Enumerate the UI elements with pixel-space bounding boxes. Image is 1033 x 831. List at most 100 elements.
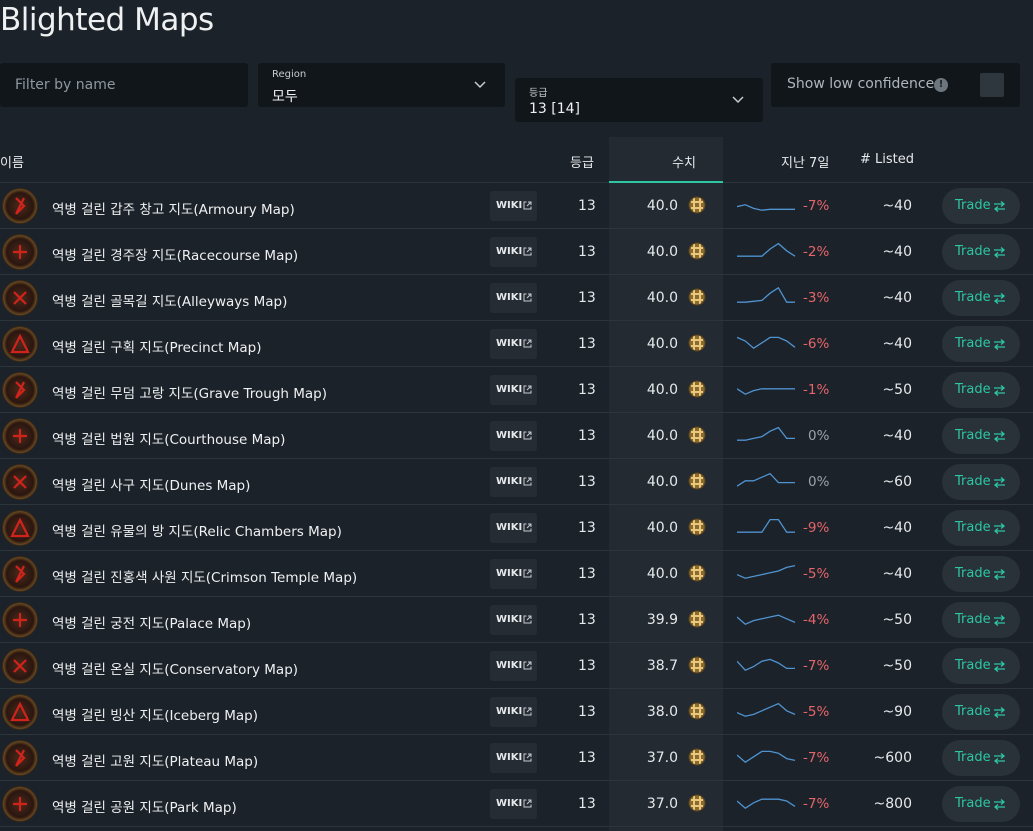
map-name[interactable]: 역병 걸린 무덤 고랑 지도(Grave Trough Map) xyxy=(52,386,328,402)
map-name[interactable]: 역병 걸린 궁전 지도(Palace Map) xyxy=(52,616,252,632)
table-row[interactable]: 역병 걸린 경주장 지도(Racecourse Map) WIKI 13 40.0 -2… xyxy=(0,229,1033,275)
wiki-link-button[interactable]: WIKI xyxy=(490,651,537,681)
map-name[interactable]: 역병 걸린 고원 지도(Plateau Map) xyxy=(52,754,259,770)
trade-button[interactable]: Trade xyxy=(942,510,1020,546)
table-row[interactable]: 역병 걸린 빙산 지도(Iceberg Map) WIKI 13 38.0 -5% ~90… xyxy=(0,689,1033,735)
wiki-link-button[interactable]: WIKI xyxy=(490,329,537,359)
trade-button[interactable]: Trade xyxy=(942,418,1020,454)
table-row[interactable]: 역병 걸린 무덤 고랑 지도(Grave Trough Map) WIKI 13 40… xyxy=(0,367,1033,413)
tier-value: 13 xyxy=(578,290,596,306)
trade-button[interactable]: Trade xyxy=(942,740,1020,776)
trade-label: Trade xyxy=(955,612,991,627)
map-name[interactable]: 역병 걸린 갑주 창고 지도(Armoury Map) xyxy=(52,202,295,218)
wiki-link-button[interactable]: WIKI xyxy=(490,697,537,727)
table-row[interactable]: 역병 걸린 구획 지도(Precinct Map) WIKI 13 40.0 -6% ~4… xyxy=(0,321,1033,367)
tier-value: 13 xyxy=(578,704,596,720)
blighted-map-icon xyxy=(3,235,37,269)
map-name[interactable]: 역병 걸린 경주장 지도(Racecourse Map) xyxy=(52,248,299,264)
map-name[interactable]: 역병 걸린 공원 지도(Park Map) xyxy=(52,800,237,816)
map-name[interactable]: 역병 걸린 진홍색 사원 지도(Crimson Temple Map) xyxy=(52,570,358,586)
price-change: -1% xyxy=(803,382,830,398)
tier-select[interactable]: 등급 13 [14] xyxy=(515,78,763,122)
price-change: -5% xyxy=(803,566,830,582)
header-listed[interactable]: # Listed xyxy=(860,152,914,167)
price-value: 39.9 xyxy=(646,612,678,628)
wiki-link-button[interactable]: WIKI xyxy=(490,283,537,313)
info-icon[interactable]: ! xyxy=(934,78,948,92)
trade-button[interactable]: Trade xyxy=(942,372,1020,408)
trade-button[interactable]: Trade xyxy=(942,602,1020,638)
external-link-icon xyxy=(523,201,532,210)
trade-button[interactable]: Trade xyxy=(942,326,1020,362)
map-name[interactable]: 역병 걸린 유물의 방 지도(Relic Chambers Map) xyxy=(52,524,342,540)
trade-button[interactable]: Trade xyxy=(942,556,1020,592)
table-row[interactable]: 역병 걸린 법원 지도(Courthouse Map) WIKI 13 40.0 0% ~… xyxy=(0,413,1033,459)
chaos-orb-icon xyxy=(688,656,706,674)
region-select-value: 모두 xyxy=(272,89,298,105)
name-filter[interactable] xyxy=(0,63,248,107)
wiki-link-button[interactable]: WIKI xyxy=(490,467,537,497)
header-name[interactable]: 이름 xyxy=(0,156,24,171)
swap-arrows-icon xyxy=(993,753,1006,764)
wiki-link-button[interactable]: WIKI xyxy=(490,605,537,635)
map-name[interactable]: 역병 걸린 구획 지도(Precinct Map) xyxy=(52,340,262,356)
region-select[interactable]: Region 모두 xyxy=(258,63,505,107)
wiki-link-button[interactable]: WIKI xyxy=(490,559,537,589)
trade-button[interactable]: Trade xyxy=(942,786,1020,822)
swap-arrows-icon xyxy=(993,431,1006,442)
header-tier[interactable]: 등급 xyxy=(570,156,594,171)
price-sparkline xyxy=(737,564,796,579)
price-change: 0% xyxy=(808,428,830,444)
region-select-label: Region xyxy=(272,69,307,80)
blighted-map-icon xyxy=(3,327,37,361)
trade-button[interactable]: Trade xyxy=(942,464,1020,500)
trade-button[interactable]: Trade xyxy=(942,234,1020,270)
trade-button[interactable]: Trade xyxy=(942,188,1020,224)
wiki-label: WIKI xyxy=(496,752,523,763)
external-link-icon xyxy=(523,477,532,486)
map-name[interactable]: 역병 걸린 빙산 지도(Iceberg Map) xyxy=(52,708,259,724)
header-last-7-days[interactable]: 지난 7일 xyxy=(781,156,830,171)
price-value: 40.0 xyxy=(646,520,678,536)
wiki-link-button[interactable]: WIKI xyxy=(490,191,537,221)
maps-table: 이름 등급 수치 지난 7일 # Listed 역병 걸린 갑주 창고 지도(A… xyxy=(0,137,1033,827)
wiki-link-button[interactable]: WIKI xyxy=(490,421,537,451)
tier-select-label: 등급 xyxy=(529,88,548,99)
table-row[interactable]: 역병 걸린 골목길 지도(Alleyways Map) WIKI 13 40.0 -3%… xyxy=(0,275,1033,321)
wiki-link-button[interactable]: WIKI xyxy=(490,513,537,543)
map-name[interactable]: 역병 걸린 온실 지도(Conservatory Map) xyxy=(52,662,299,678)
swap-arrows-icon xyxy=(993,615,1006,626)
trade-button[interactable]: Trade xyxy=(942,694,1020,730)
swap-arrows-icon xyxy=(993,661,1006,672)
price-sparkline xyxy=(737,518,795,533)
swap-arrows-icon xyxy=(993,477,1006,488)
low-confidence-toggle[interactable]: Show low confidence ! xyxy=(771,63,1020,107)
table-row[interactable]: 역병 걸린 유물의 방 지도(Relic Chambers Map) WIKI 13… xyxy=(0,505,1033,551)
map-name[interactable]: 역병 걸린 골목길 지도(Alleyways Map) xyxy=(52,294,288,310)
trade-label: Trade xyxy=(955,520,991,535)
table-row[interactable]: 역병 걸린 궁전 지도(Palace Map) WIKI 13 39.9 -4% ~50 T… xyxy=(0,597,1033,643)
price-value: 40.0 xyxy=(646,290,678,306)
chaos-orb-icon xyxy=(688,196,706,214)
price-value: 40.0 xyxy=(646,336,678,352)
table-row[interactable]: 역병 걸린 갑주 창고 지도(Armoury Map) WIKI 13 40.0 -7%… xyxy=(0,183,1033,229)
trade-button[interactable]: Trade xyxy=(942,280,1020,316)
table-row[interactable]: 역병 걸린 진홍색 사원 지도(Crimson Temple Map) WIKI 1… xyxy=(0,551,1033,597)
map-name[interactable]: 역병 걸린 법원 지도(Courthouse Map) xyxy=(52,432,286,448)
price-sparkline xyxy=(737,242,796,257)
table-row[interactable]: 역병 걸린 온실 지도(Conservatory Map) WIKI 13 38.7 -… xyxy=(0,643,1033,689)
wiki-link-button[interactable]: WIKI xyxy=(490,743,537,773)
price-value: 37.0 xyxy=(646,796,678,812)
trade-button[interactable]: Trade xyxy=(942,648,1020,684)
header-value[interactable]: 수치 xyxy=(672,156,696,171)
table-row[interactable]: 역병 걸린 사구 지도(Dunes Map) WIKI 13 40.0 0% ~60 Tra… xyxy=(0,459,1033,505)
low-confidence-checkbox[interactable] xyxy=(980,73,1004,97)
name-filter-input[interactable] xyxy=(0,63,248,107)
wiki-link-button[interactable]: WIKI xyxy=(490,375,537,405)
table-row[interactable]: 역병 걸린 고원 지도(Plateau Map) WIKI 13 37.0 -7% ~60… xyxy=(0,735,1033,781)
table-row[interactable]: 역병 걸린 공원 지도(Park Map) WIKI 13 37.0 -7% ~800 Tr… xyxy=(0,781,1033,827)
wiki-link-button[interactable]: WIKI xyxy=(490,237,537,267)
price-sparkline xyxy=(737,702,796,717)
map-name[interactable]: 역병 걸린 사구 지도(Dunes Map) xyxy=(52,478,251,494)
wiki-link-button[interactable]: WIKI xyxy=(490,789,537,819)
